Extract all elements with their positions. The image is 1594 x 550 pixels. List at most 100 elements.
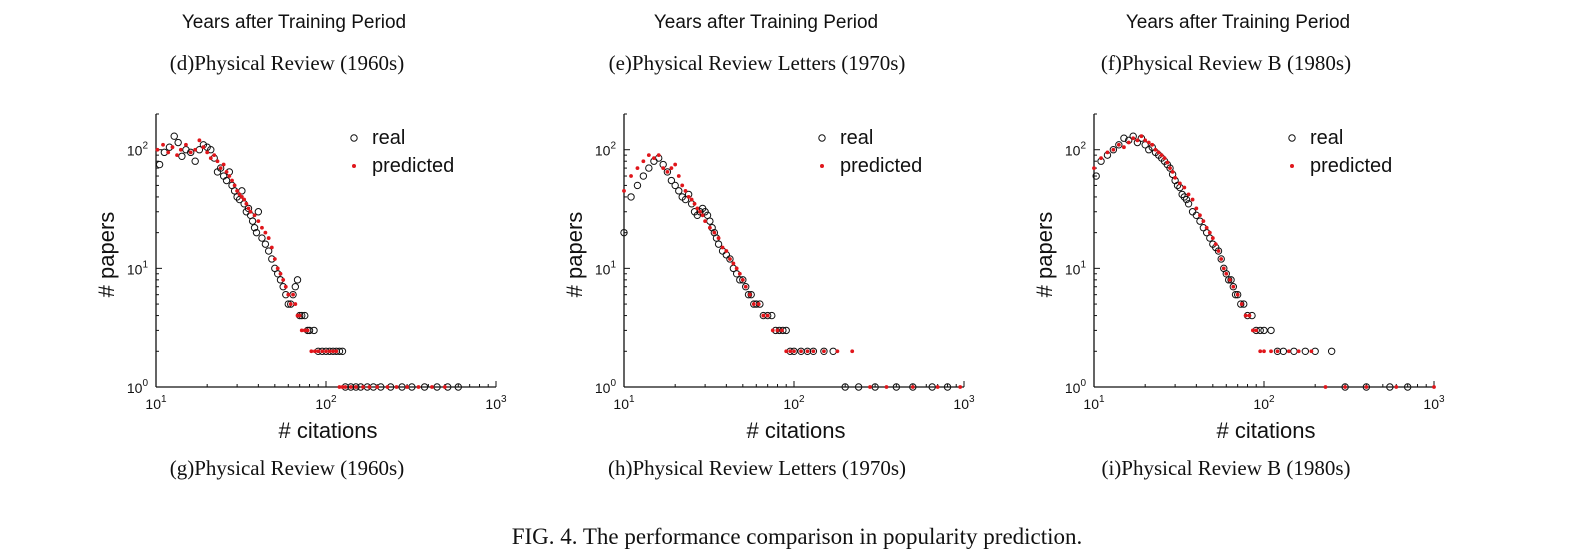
real-point [829, 347, 837, 355]
predicted-point [1186, 192, 1191, 197]
predicted-point [281, 277, 286, 282]
x-axis-label: # citations [278, 418, 377, 443]
figure-caption: FIG. 4. The performance comparison in po… [511, 524, 1083, 549]
real-point [261, 240, 270, 248]
predicted-point [1247, 313, 1252, 318]
top-xlabel-d: Years after Training Period [181, 12, 407, 33]
predicted-point [669, 166, 674, 170]
predicted-point [692, 201, 697, 206]
real-point [1173, 181, 1182, 190]
predicted-point [1156, 150, 1161, 155]
real-point [178, 152, 186, 161]
predicted-point [218, 166, 223, 170]
real-point [291, 283, 300, 291]
y-tick-label: 101 [1065, 259, 1087, 277]
real-point [1178, 190, 1186, 199]
predicted-point [1224, 271, 1229, 276]
predicted-point [683, 188, 688, 193]
predicted-point [299, 328, 304, 333]
x-tick-label: 101 [613, 394, 635, 412]
y-axis-label: # papers [1032, 212, 1057, 298]
predicted-point [316, 349, 321, 354]
predicted-point [343, 385, 348, 389]
predicted-point [1394, 385, 1399, 389]
legend-real-label: real [1310, 127, 1343, 149]
predicted-point [656, 153, 661, 158]
y-tick-label: 102 [1065, 141, 1087, 159]
real-point [671, 181, 679, 190]
predicted-point [1204, 225, 1209, 230]
real-point [248, 217, 257, 225]
predicted-point [1221, 266, 1226, 271]
real-point [943, 383, 952, 391]
predicted-point [695, 206, 700, 211]
real-point [739, 276, 747, 284]
predicted-point [309, 349, 314, 354]
predicted-point [792, 349, 796, 354]
predicted-point [799, 349, 803, 354]
predicted-point [205, 150, 210, 155]
x-tick-label: 103 [953, 394, 975, 412]
predicted-point [237, 192, 242, 197]
real-point [191, 157, 199, 165]
predicted-point [788, 349, 793, 354]
x-tick-label: 102 [1253, 394, 1275, 412]
predicted-point [1139, 134, 1144, 139]
real-point [714, 240, 723, 248]
real-point [1279, 347, 1288, 355]
predicted-point [1343, 385, 1348, 389]
predicted-point [1162, 156, 1167, 160]
real-point [1301, 347, 1310, 355]
real-point [675, 187, 683, 195]
real-point [1267, 326, 1275, 335]
predicted-point [175, 153, 179, 158]
y-tick-label: 100 [127, 378, 149, 396]
predicted-point [1105, 150, 1110, 155]
predicted-point [385, 385, 390, 389]
real-point [809, 347, 818, 355]
predicted-point [1146, 140, 1151, 145]
predicted-point [1235, 292, 1240, 297]
predicted-point [707, 225, 712, 230]
predicted-point [1173, 175, 1178, 180]
real-point [726, 255, 734, 263]
predicted-point [291, 292, 295, 297]
predicted-point [1239, 302, 1244, 306]
real-point [1386, 383, 1394, 391]
real-point [1229, 283, 1238, 291]
predicted-point [665, 170, 670, 174]
y-tick-label: 101 [595, 259, 617, 277]
real-point [667, 176, 676, 185]
real-point [1214, 247, 1223, 255]
predicted-point [635, 166, 640, 170]
real-point [663, 168, 672, 176]
caption-e: (e)Physical Review Letters (1970s) [608, 51, 906, 75]
predicted-point [1258, 349, 1263, 354]
real-point [258, 234, 266, 242]
legend-real-label: real [840, 127, 873, 149]
legend-real-label: real [372, 127, 405, 149]
predicted-point [248, 209, 253, 214]
predicted-point [868, 385, 872, 389]
predicted-point [327, 349, 332, 354]
predicted-point [208, 156, 213, 160]
legend-predicted-marker [820, 164, 824, 168]
predicted-point [686, 195, 691, 199]
real-point [250, 224, 259, 232]
predicted-point [724, 249, 729, 253]
real-point [909, 383, 917, 391]
predicted-point [272, 257, 277, 261]
real-point [1341, 383, 1349, 391]
predicted-point [442, 385, 447, 389]
real-point [1290, 347, 1298, 355]
predicted-point [201, 145, 206, 150]
predicted-point [263, 230, 268, 235]
predicted-point [256, 219, 261, 224]
chart-panel-h: 101 102 103 100 101 102 # citations # papers rea… [548, 100, 988, 445]
predicted-point [1194, 206, 1199, 211]
predicted-point [652, 156, 656, 160]
predicted-point [1323, 385, 1328, 389]
predicted-point [770, 328, 775, 333]
real-point [1109, 146, 1118, 154]
